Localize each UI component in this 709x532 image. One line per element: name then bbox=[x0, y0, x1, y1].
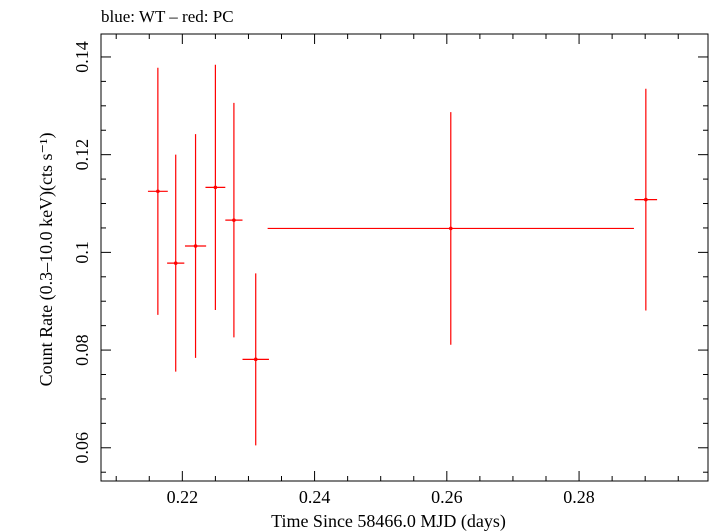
plot-frame bbox=[100, 33, 709, 482]
y-axis: 0.06 0.08 0.1 0.12 0.14 bbox=[72, 41, 708, 473]
data-marker bbox=[193, 244, 198, 248]
x-tick-label: 0.24 bbox=[299, 487, 331, 507]
data-point bbox=[634, 88, 658, 311]
data-marker bbox=[644, 197, 648, 202]
data-point bbox=[205, 64, 226, 311]
data-marker bbox=[448, 226, 453, 231]
y-tick-label: 0.08 bbox=[72, 334, 92, 366]
data-point bbox=[267, 112, 634, 345]
y-tick-label: 0.12 bbox=[72, 139, 92, 171]
data-marker bbox=[156, 189, 160, 194]
x-tick-label: 0.26 bbox=[431, 487, 463, 507]
x-axis: 0.22 0.24 0.26 0.28 bbox=[115, 34, 679, 507]
data-point bbox=[242, 273, 269, 446]
data-point bbox=[184, 134, 207, 358]
y-tick-label: 0.1 bbox=[72, 241, 92, 263]
x-tick-label: 0.22 bbox=[167, 487, 199, 507]
x-tick-label: 0.28 bbox=[563, 487, 595, 507]
y-tick-label: 0.06 bbox=[72, 432, 92, 464]
x-axis-title: Time Since 58466.0 MJD (days) bbox=[271, 511, 506, 532]
data-marker bbox=[173, 261, 178, 265]
chart-title: blue: WT – red: PC bbox=[101, 7, 234, 26]
data-marker bbox=[232, 218, 236, 222]
data-marker bbox=[213, 185, 218, 190]
y-axis-title: Count Rate (0.3–10.0 keV)(cts s⁻¹) bbox=[36, 133, 57, 387]
data-point bbox=[167, 154, 185, 372]
data-points bbox=[147, 64, 658, 446]
y-tick-label: 0.14 bbox=[72, 41, 92, 73]
data-point bbox=[225, 102, 243, 338]
data-marker bbox=[253, 357, 258, 362]
data-point bbox=[147, 67, 168, 315]
